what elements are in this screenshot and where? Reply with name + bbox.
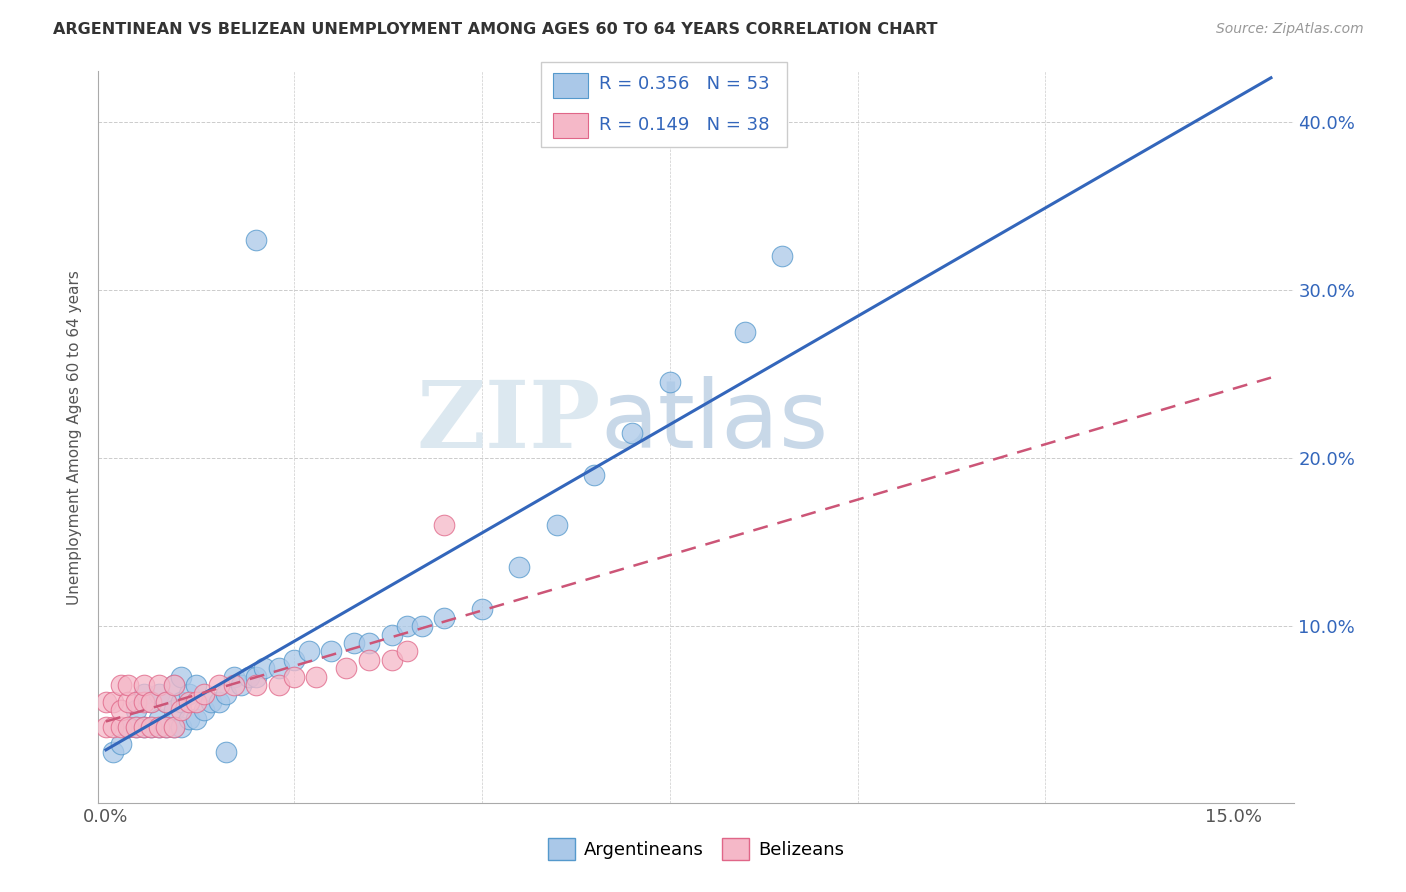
Point <box>411 619 433 633</box>
Text: R = 0.149   N = 38: R = 0.149 N = 38 <box>599 116 769 134</box>
Point <box>132 720 155 734</box>
Text: ARGENTINEAN VS BELIZEAN UNEMPLOYMENT AMONG AGES 60 TO 64 YEARS CORRELATION CHART: ARGENTINEAN VS BELIZEAN UNEMPLOYMENT AMO… <box>53 22 938 37</box>
Point <box>380 627 402 641</box>
Point <box>155 695 177 709</box>
Point <box>395 644 418 658</box>
Point <box>155 695 177 709</box>
Point <box>110 678 132 692</box>
Point <box>208 678 231 692</box>
Point <box>148 686 170 700</box>
Point <box>177 712 200 726</box>
Point <box>200 695 222 709</box>
Point <box>770 249 793 263</box>
Point <box>132 720 155 734</box>
Point <box>283 653 305 667</box>
Point <box>245 670 267 684</box>
Point <box>215 686 238 700</box>
Point <box>734 325 756 339</box>
Point <box>177 686 200 700</box>
Point <box>508 560 530 574</box>
Text: Source: ZipAtlas.com: Source: ZipAtlas.com <box>1216 22 1364 37</box>
Point <box>267 678 290 692</box>
Y-axis label: Unemployment Among Ages 60 to 64 years: Unemployment Among Ages 60 to 64 years <box>67 269 83 605</box>
Point <box>148 720 170 734</box>
Point <box>162 720 184 734</box>
Point <box>162 703 184 717</box>
Point <box>155 720 177 734</box>
Text: atlas: atlas <box>600 376 828 468</box>
Point <box>117 720 139 734</box>
Point <box>658 376 681 390</box>
Point <box>395 619 418 633</box>
Point <box>125 720 148 734</box>
Point <box>546 518 568 533</box>
Point <box>222 678 245 692</box>
Point <box>357 636 380 650</box>
Point <box>148 712 170 726</box>
Point <box>215 745 238 759</box>
Point <box>357 653 380 667</box>
Point <box>148 720 170 734</box>
Point <box>162 678 184 692</box>
Point <box>222 670 245 684</box>
Point <box>231 678 253 692</box>
Point <box>335 661 357 675</box>
Point <box>132 678 155 692</box>
Point <box>177 695 200 709</box>
Point <box>193 686 215 700</box>
Point <box>193 703 215 717</box>
Point <box>471 602 494 616</box>
Point <box>125 703 148 717</box>
Point <box>267 661 290 675</box>
Point <box>110 737 132 751</box>
Point <box>94 720 117 734</box>
Point <box>155 720 177 734</box>
Point <box>170 720 193 734</box>
Point <box>170 695 193 709</box>
Text: R = 0.356   N = 53: R = 0.356 N = 53 <box>599 76 769 94</box>
Point <box>184 695 207 709</box>
Point <box>132 695 155 709</box>
Point <box>380 653 402 667</box>
Point <box>305 670 328 684</box>
Point <box>433 611 456 625</box>
Point <box>103 720 125 734</box>
Point <box>433 518 456 533</box>
Point <box>170 703 193 717</box>
Point <box>162 678 184 692</box>
Point <box>245 233 267 247</box>
Point <box>139 720 162 734</box>
Point <box>208 695 231 709</box>
Point <box>139 720 162 734</box>
Point <box>343 636 366 650</box>
Point <box>125 695 148 709</box>
Point <box>117 678 139 692</box>
Point <box>253 661 276 675</box>
Point <box>583 467 606 482</box>
Point <box>184 712 207 726</box>
Point <box>170 670 193 684</box>
Point <box>139 695 162 709</box>
Point <box>298 644 321 658</box>
Point <box>283 670 305 684</box>
Point <box>321 644 343 658</box>
Point <box>103 745 125 759</box>
Point <box>117 720 139 734</box>
Point <box>148 678 170 692</box>
Point <box>621 425 644 440</box>
Point <box>132 686 155 700</box>
Point <box>117 695 139 709</box>
Point <box>110 703 132 717</box>
Point <box>245 678 267 692</box>
Text: ZIP: ZIP <box>416 377 600 467</box>
Point <box>125 720 148 734</box>
Point <box>94 695 117 709</box>
Point <box>110 720 132 734</box>
Point <box>139 695 162 709</box>
Point <box>162 720 184 734</box>
Point <box>238 670 260 684</box>
Point <box>184 678 207 692</box>
Legend: Argentineans, Belizeans: Argentineans, Belizeans <box>541 830 851 867</box>
Point <box>103 695 125 709</box>
